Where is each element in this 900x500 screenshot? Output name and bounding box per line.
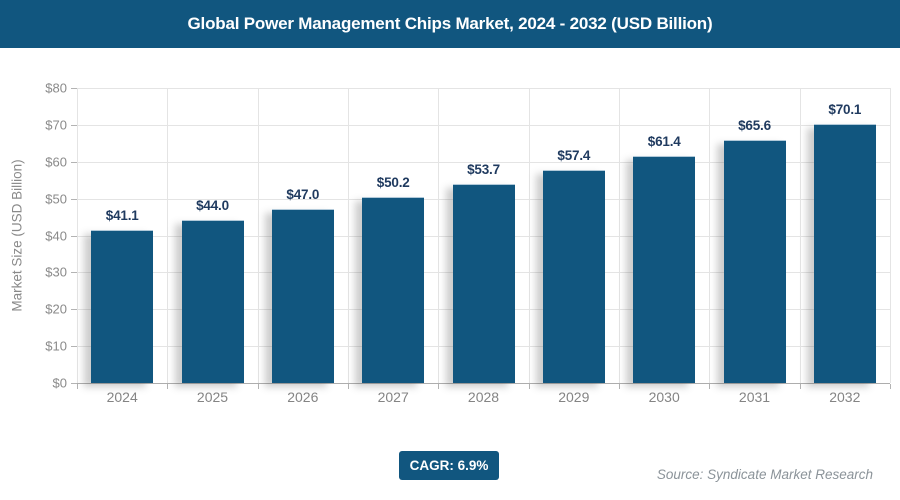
- x-axis-tick: [619, 384, 620, 389]
- y-axis-tick: [71, 235, 77, 237]
- x-axis-tick: [890, 384, 891, 389]
- chart-title-bar: Global Power Management Chips Market, 20…: [0, 0, 900, 48]
- x-axis-tick: [257, 384, 259, 389]
- bar-2030: [633, 155, 696, 383]
- y-axis-tick: [71, 309, 77, 311]
- x-axis-tick: [167, 384, 169, 389]
- y-axis-tick: [71, 272, 77, 274]
- bar-2026: [271, 208, 334, 383]
- bar-2031: [723, 140, 786, 383]
- bar-value-label: $53.7: [467, 162, 500, 177]
- bar-2024: [91, 230, 154, 383]
- bar-value-label: $57.4: [557, 148, 591, 164]
- source-attribution: Source: Syndicate Market Research: [656, 467, 873, 482]
- bar-2032: [813, 123, 876, 383]
- y-axis-tick: [71, 88, 77, 89]
- gridline-horizontal: [77, 161, 890, 163]
- x-tick-label: 2024: [106, 389, 138, 405]
- bar-value-label: $41.1: [105, 208, 139, 224]
- plot-area: $0 $10 $20 $30 $40 $50 $60 $70 $80 $41.1 2024 $44.0…: [45, 81, 891, 405]
- x-tick-label: 2025: [196, 389, 229, 405]
- bar-value-label: $50.2: [376, 174, 410, 190]
- x-axis-tick: [438, 384, 440, 389]
- x-tick-label: 2028: [467, 389, 500, 405]
- y-tick-label: $70: [45, 117, 67, 133]
- x-tick-label: 2029: [558, 389, 590, 405]
- bar-value-label: $65.6: [738, 118, 771, 134]
- y-axis-tick: [71, 161, 77, 163]
- bar-2025: [181, 219, 244, 383]
- x-tick-label: 2027: [377, 389, 409, 405]
- y-tick-label: $20: [45, 301, 67, 317]
- x-axis-tick: [528, 384, 530, 389]
- x-tick-label: 2030: [648, 389, 680, 405]
- y-tick-label: $40: [45, 228, 67, 243]
- gridline-horizontal: [77, 124, 890, 126]
- x-tick-label: 2026: [287, 389, 319, 405]
- gridline-vertical: [890, 88, 891, 383]
- bar-2028: [452, 184, 515, 383]
- y-tick-label: $60: [45, 154, 67, 170]
- y-tick-label: $0: [52, 375, 67, 391]
- y-tick-label: $80: [45, 80, 67, 96]
- bar-value-label: $47.0: [286, 186, 320, 202]
- x-tick-label: 2032: [829, 389, 861, 405]
- chart-title: Global Power Management Chips Market, 20…: [187, 14, 713, 33]
- x-axis-tick: [799, 384, 801, 389]
- y-axis-tick: [71, 124, 77, 126]
- gridline-horizontal: [77, 88, 890, 89]
- cagr-badge: CAGR: 6.9%: [399, 451, 499, 480]
- y-axis-tick: [71, 198, 77, 200]
- x-tick-label: 2031: [738, 389, 771, 405]
- bar-value-label: $61.4: [647, 133, 681, 149]
- bar-value-label: $70.1: [828, 101, 862, 117]
- bar-value-label: $44.0: [196, 197, 229, 213]
- x-axis-tick: [709, 384, 711, 389]
- x-axis-tick: [348, 384, 349, 389]
- y-axis-tick: [71, 383, 77, 384]
- y-axis-tick: [71, 346, 77, 348]
- y-tick-label: $50: [45, 191, 67, 207]
- x-axis-tick: [77, 384, 78, 389]
- bar-2027: [362, 196, 425, 383]
- y-tick-label: $30: [45, 264, 67, 280]
- y-tick-label: $10: [45, 338, 67, 354]
- bar-2029: [542, 170, 605, 383]
